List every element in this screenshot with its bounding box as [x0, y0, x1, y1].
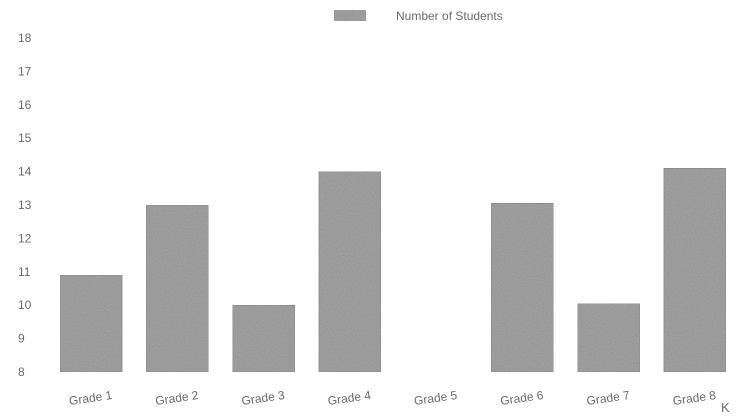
bar: [663, 168, 727, 373]
y-tick-label: 15: [18, 131, 32, 145]
bar: [577, 303, 640, 373]
legend-label: Number of Students: [396, 9, 503, 23]
bar: [59, 274, 123, 373]
bar: [318, 171, 382, 373]
y-tick-label: 18: [18, 31, 32, 45]
x-tick-label: Grade 5: [413, 388, 458, 408]
x-tick-label: Grade 1: [68, 388, 113, 408]
y-tick-label: 17: [18, 64, 32, 78]
y-tick-label: 9: [18, 332, 25, 346]
annotation-label: K: [721, 400, 730, 415]
legend: Number of Students: [334, 9, 503, 23]
y-tick-label: 8: [18, 365, 25, 379]
x-tick-label: Grade 4: [327, 388, 372, 408]
y-tick-label: 10: [18, 298, 32, 312]
y-tick-label: 16: [18, 98, 32, 112]
bar: [491, 203, 554, 373]
x-tick-label: Grade 7: [586, 388, 631, 408]
x-tick-label: Grade 6: [499, 388, 544, 408]
x-tick-label: Grade 3: [241, 388, 286, 408]
y-tick-label: 14: [18, 165, 32, 179]
y-tick-label: 13: [18, 198, 32, 212]
x-tick-label: Grade 8: [672, 388, 717, 408]
legend-swatch: [334, 10, 366, 21]
bar: [232, 304, 295, 373]
x-tick-label: Grade 2: [154, 388, 199, 408]
y-tick-label: 12: [18, 231, 32, 245]
y-tick-label: 11: [18, 265, 31, 279]
bar: [146, 204, 209, 373]
bars: [59, 168, 727, 373]
y-axis-tick-labels: 8 9 10 11 12 13 14 15 16 17 18: [18, 31, 32, 379]
x-axis-category-labels: Grade 1 Grade 2 Grade 3 Grade 4 Grade 5 Grade…: [68, 388, 717, 408]
